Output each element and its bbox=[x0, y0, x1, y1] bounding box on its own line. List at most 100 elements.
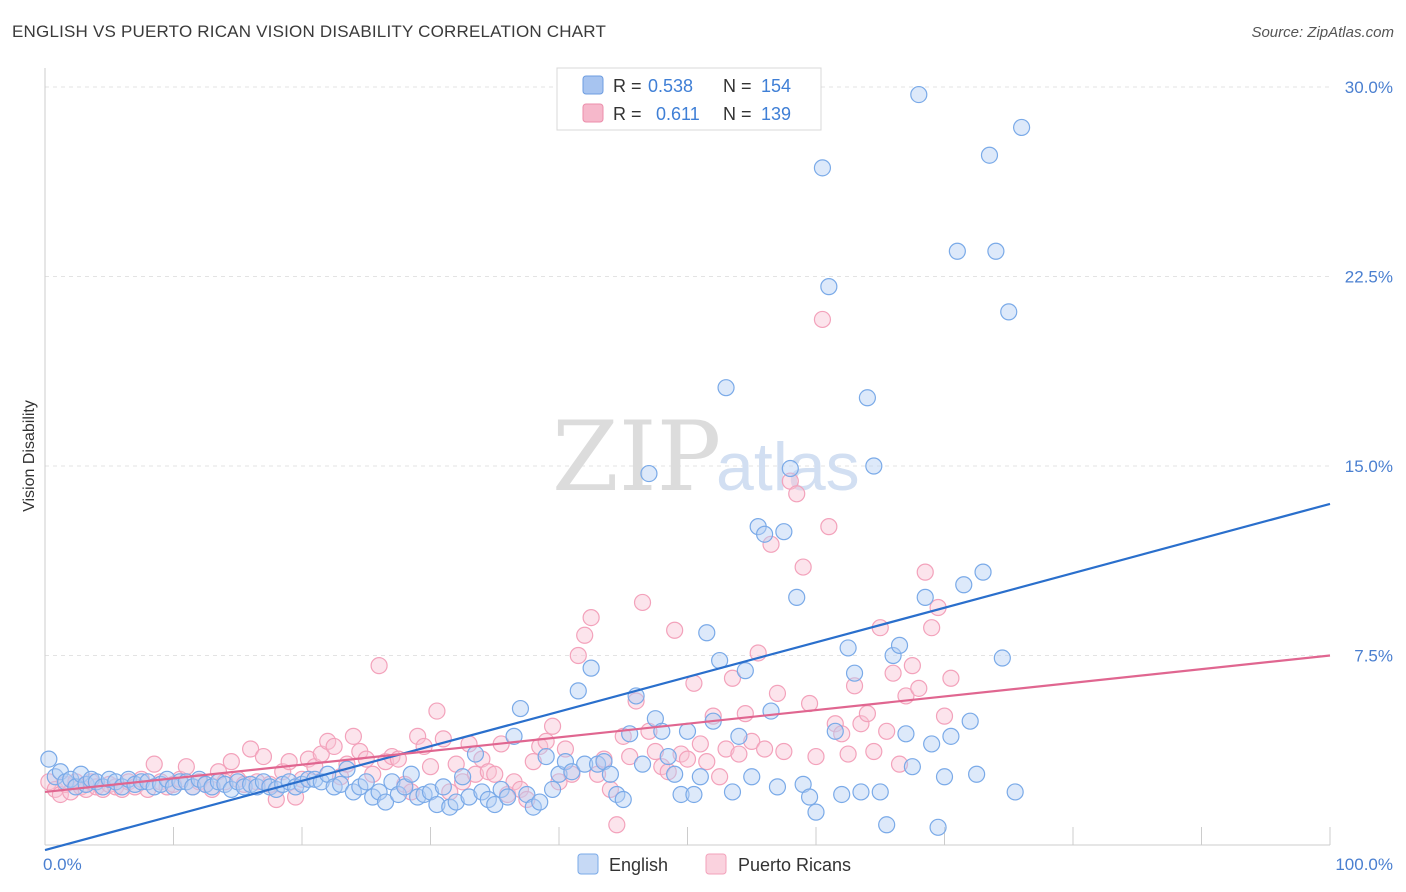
english-point bbox=[993, 649, 1011, 667]
puerto-rican-point bbox=[242, 740, 260, 758]
axes bbox=[44, 68, 1331, 846]
puerto-rican-point bbox=[344, 727, 362, 745]
english-point bbox=[813, 159, 832, 177]
puerto-rican-point bbox=[421, 758, 440, 776]
english-point bbox=[531, 793, 549, 811]
english-point bbox=[839, 639, 857, 657]
legend-swatch-english bbox=[582, 75, 604, 95]
puerto-rican-point bbox=[569, 646, 587, 665]
english-point bbox=[845, 664, 864, 682]
puerto-rican-point bbox=[935, 707, 954, 725]
puerto-rican-point bbox=[524, 753, 542, 771]
source-label: Source: ZipAtlas.com bbox=[1251, 24, 1394, 41]
y-tick-label: 7.5% bbox=[1354, 647, 1393, 666]
english-point bbox=[929, 818, 947, 836]
english-point bbox=[72, 765, 90, 783]
english-point bbox=[743, 768, 761, 786]
legend-swatch-puerto-ricans bbox=[582, 103, 604, 123]
puerto-rican-point bbox=[755, 740, 774, 758]
puerto-rican-point bbox=[633, 593, 652, 612]
english-point bbox=[903, 758, 921, 776]
english-point bbox=[955, 576, 973, 594]
english-point bbox=[357, 773, 375, 791]
english-point bbox=[576, 755, 594, 773]
english-point bbox=[454, 768, 472, 786]
puerto-rican-point bbox=[466, 765, 485, 783]
english-point bbox=[563, 763, 581, 781]
series-swatch-english bbox=[577, 853, 599, 875]
tick-labels: 7.5% 15.0% 22.5% 30.0% 0.0% 100.0% bbox=[43, 78, 1393, 874]
english-point bbox=[402, 765, 420, 783]
english-point bbox=[884, 646, 902, 665]
puerto-rican-point bbox=[543, 717, 562, 735]
puerto-rican-point bbox=[813, 310, 832, 329]
english-point bbox=[730, 727, 748, 745]
english-point bbox=[820, 278, 838, 296]
puerto-rican-point bbox=[743, 732, 761, 751]
puerto-rican-point bbox=[627, 692, 645, 710]
puerto-rican-point bbox=[871, 619, 889, 637]
legend-n-label-puerto-ricans: N = bbox=[723, 104, 752, 124]
english-point bbox=[852, 783, 870, 801]
english-point bbox=[499, 788, 517, 806]
y-tick-label: 30.0% bbox=[1345, 78, 1393, 97]
english-point bbox=[1000, 303, 1018, 321]
english-point bbox=[833, 785, 851, 804]
english-point bbox=[659, 747, 677, 766]
puerto-rican-point bbox=[923, 619, 941, 637]
puerto-rican-point bbox=[768, 684, 787, 703]
watermark-zip: ZIP bbox=[552, 401, 721, 513]
english-point bbox=[447, 793, 465, 811]
english-point bbox=[331, 775, 350, 793]
english-point bbox=[723, 783, 742, 801]
puerto-rican-point bbox=[254, 747, 273, 766]
english-point bbox=[755, 525, 774, 543]
series-legend: English Puerto Ricans bbox=[577, 853, 851, 875]
english-point bbox=[537, 747, 555, 766]
english-point bbox=[434, 778, 452, 796]
puerto-rican-point bbox=[678, 750, 697, 768]
english-point bbox=[910, 85, 928, 104]
puerto-rican-point bbox=[730, 745, 748, 763]
english-point bbox=[40, 750, 58, 768]
puerto-rican-point bbox=[646, 742, 664, 761]
english-point bbox=[640, 464, 658, 483]
puerto-rican-point bbox=[325, 737, 343, 756]
watermark: ZIP atlas bbox=[552, 401, 860, 513]
puerto-rican-point bbox=[409, 727, 427, 745]
english-point bbox=[370, 783, 388, 801]
english-point bbox=[942, 727, 960, 745]
watermark-atlas: atlas bbox=[716, 429, 860, 505]
puerto-rican-point bbox=[910, 679, 928, 697]
puerto-rican-point bbox=[878, 722, 896, 740]
puerto-rican-point bbox=[788, 485, 806, 503]
puerto-rican-point bbox=[621, 747, 639, 766]
puerto-rican-point bbox=[177, 758, 195, 776]
english-point bbox=[961, 712, 979, 730]
puerto-rican-point bbox=[820, 518, 838, 536]
english-point bbox=[582, 659, 600, 677]
puerto-rican-point bbox=[903, 657, 921, 675]
english-point bbox=[460, 788, 478, 806]
english-point bbox=[807, 803, 825, 821]
english-point bbox=[543, 780, 562, 799]
english-trend-line bbox=[44, 502, 1331, 852]
english-point bbox=[1012, 118, 1031, 137]
english-point bbox=[633, 755, 652, 773]
legend-r-value-english: 0.538 bbox=[648, 76, 693, 96]
puerto-rican-point bbox=[890, 755, 909, 773]
english-point bbox=[858, 389, 877, 407]
english-point bbox=[987, 242, 1005, 260]
puerto-rican-point bbox=[666, 621, 684, 639]
puerto-rican-point bbox=[794, 558, 812, 576]
english-point bbox=[800, 788, 819, 806]
data-points bbox=[40, 85, 1031, 836]
puerto-rican-point bbox=[775, 742, 793, 761]
english-point bbox=[865, 457, 883, 475]
x-tick-label-max: 100.0% bbox=[1335, 855, 1393, 874]
english-point bbox=[768, 778, 787, 796]
english-point bbox=[974, 563, 992, 581]
puerto-rican-point bbox=[145, 755, 163, 773]
y-tick-label: 22.5% bbox=[1345, 268, 1393, 287]
legend-n-value-puerto-ricans: 139 bbox=[761, 104, 791, 124]
